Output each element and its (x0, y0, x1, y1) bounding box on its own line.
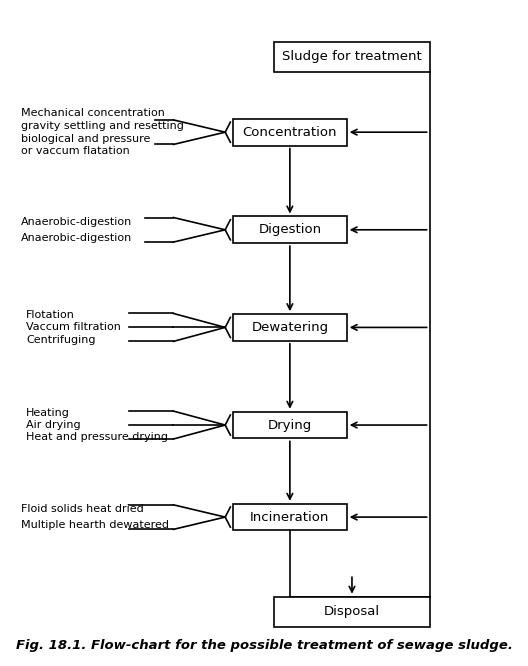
Text: Air drying: Air drying (26, 420, 81, 430)
Text: Drying: Drying (268, 418, 312, 432)
Text: gravity settling and resetting: gravity settling and resetting (21, 121, 184, 131)
Bar (233, 119, 347, 146)
Text: Flotation: Flotation (26, 310, 75, 320)
Bar (233, 412, 347, 438)
Text: Dewatering: Dewatering (251, 321, 328, 334)
Text: Anaerobic-digestion: Anaerobic-digestion (21, 232, 132, 242)
Text: Fig. 18.1. Flow-chart for the possible treatment of sewage sludge.: Fig. 18.1. Flow-chart for the possible t… (15, 639, 513, 652)
Bar (233, 314, 347, 341)
Text: Anaerobic-digestion: Anaerobic-digestion (21, 217, 132, 227)
Text: Heat and pressure drying: Heat and pressure drying (26, 432, 168, 442)
Text: Concentration: Concentration (243, 126, 337, 139)
Text: Sludge for treatment: Sludge for treatment (282, 51, 422, 63)
Bar (275, 597, 430, 627)
Text: Mechanical concentration: Mechanical concentration (21, 108, 165, 118)
Text: Incineration: Incineration (250, 511, 329, 523)
Text: or vaccum flatation: or vaccum flatation (21, 147, 129, 157)
Text: Vaccum filtration: Vaccum filtration (26, 322, 121, 332)
Text: Multiple hearth dewatered: Multiple hearth dewatered (21, 520, 169, 530)
Text: Centrifuging: Centrifuging (26, 335, 96, 345)
Text: Floid solids heat dried: Floid solids heat dried (21, 504, 144, 514)
Text: biological and pressure: biological and pressure (21, 134, 150, 144)
Text: Heating: Heating (26, 408, 70, 418)
Bar (233, 216, 347, 243)
Bar (233, 503, 347, 531)
Text: Digestion: Digestion (258, 223, 322, 236)
Bar (275, 41, 430, 72)
Text: Disposal: Disposal (324, 605, 380, 619)
